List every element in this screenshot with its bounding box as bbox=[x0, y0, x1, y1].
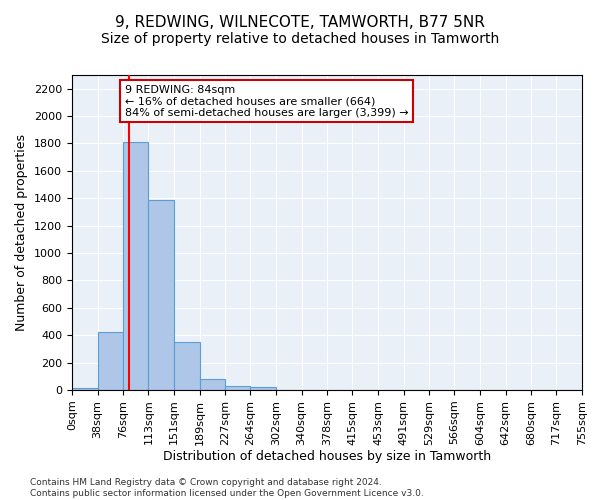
Bar bbox=[174, 342, 200, 390]
Text: Size of property relative to detached houses in Tamworth: Size of property relative to detached ho… bbox=[101, 32, 499, 46]
Bar bbox=[72, 388, 98, 390]
Bar bbox=[250, 388, 276, 390]
Bar bbox=[200, 379, 226, 390]
Text: Contains HM Land Registry data © Crown copyright and database right 2024.
Contai: Contains HM Land Registry data © Crown c… bbox=[30, 478, 424, 498]
Bar bbox=[98, 332, 124, 390]
Text: 9, REDWING, WILNECOTE, TAMWORTH, B77 5NR: 9, REDWING, WILNECOTE, TAMWORTH, B77 5NR bbox=[115, 15, 485, 30]
Text: 9 REDWING: 84sqm
← 16% of detached houses are smaller (664)
84% of semi-detached: 9 REDWING: 84sqm ← 16% of detached house… bbox=[125, 84, 409, 118]
Bar bbox=[226, 386, 250, 390]
Bar bbox=[124, 142, 148, 390]
Bar bbox=[148, 200, 174, 390]
X-axis label: Distribution of detached houses by size in Tamworth: Distribution of detached houses by size … bbox=[163, 450, 491, 464]
Y-axis label: Number of detached properties: Number of detached properties bbox=[16, 134, 28, 331]
